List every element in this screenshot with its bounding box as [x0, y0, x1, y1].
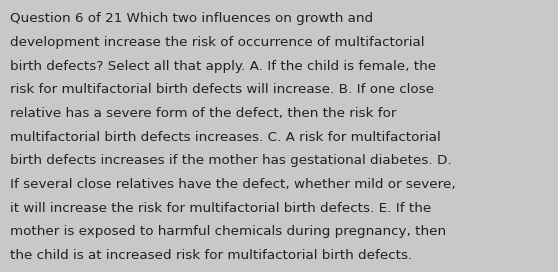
- Text: birth defects? Select all that apply. A. If the child is female, the: birth defects? Select all that apply. A.…: [10, 60, 436, 73]
- Text: development increase the risk of occurrence of multifactorial: development increase the risk of occurre…: [10, 36, 425, 49]
- Text: the child is at increased risk for multifactorial birth defects.: the child is at increased risk for multi…: [10, 249, 412, 262]
- Text: it will increase the risk for multifactorial birth defects. E. If the: it will increase the risk for multifacto…: [10, 202, 431, 215]
- Text: relative has a severe form of the defect, then the risk for: relative has a severe form of the defect…: [10, 107, 397, 120]
- Text: Question 6 of 21 Which two influences on growth and: Question 6 of 21 Which two influences on…: [10, 12, 373, 25]
- Text: multifactorial birth defects increases. C. A risk for multifactorial: multifactorial birth defects increases. …: [10, 131, 441, 144]
- Text: If several close relatives have the defect, whether mild or severe,: If several close relatives have the defe…: [10, 178, 456, 191]
- Text: mother is exposed to harmful chemicals during pregnancy, then: mother is exposed to harmful chemicals d…: [10, 225, 446, 238]
- Text: birth defects increases if the mother has gestational diabetes. D.: birth defects increases if the mother ha…: [10, 154, 452, 167]
- Text: risk for multifactorial birth defects will increase. B. If one close: risk for multifactorial birth defects wi…: [10, 83, 434, 96]
